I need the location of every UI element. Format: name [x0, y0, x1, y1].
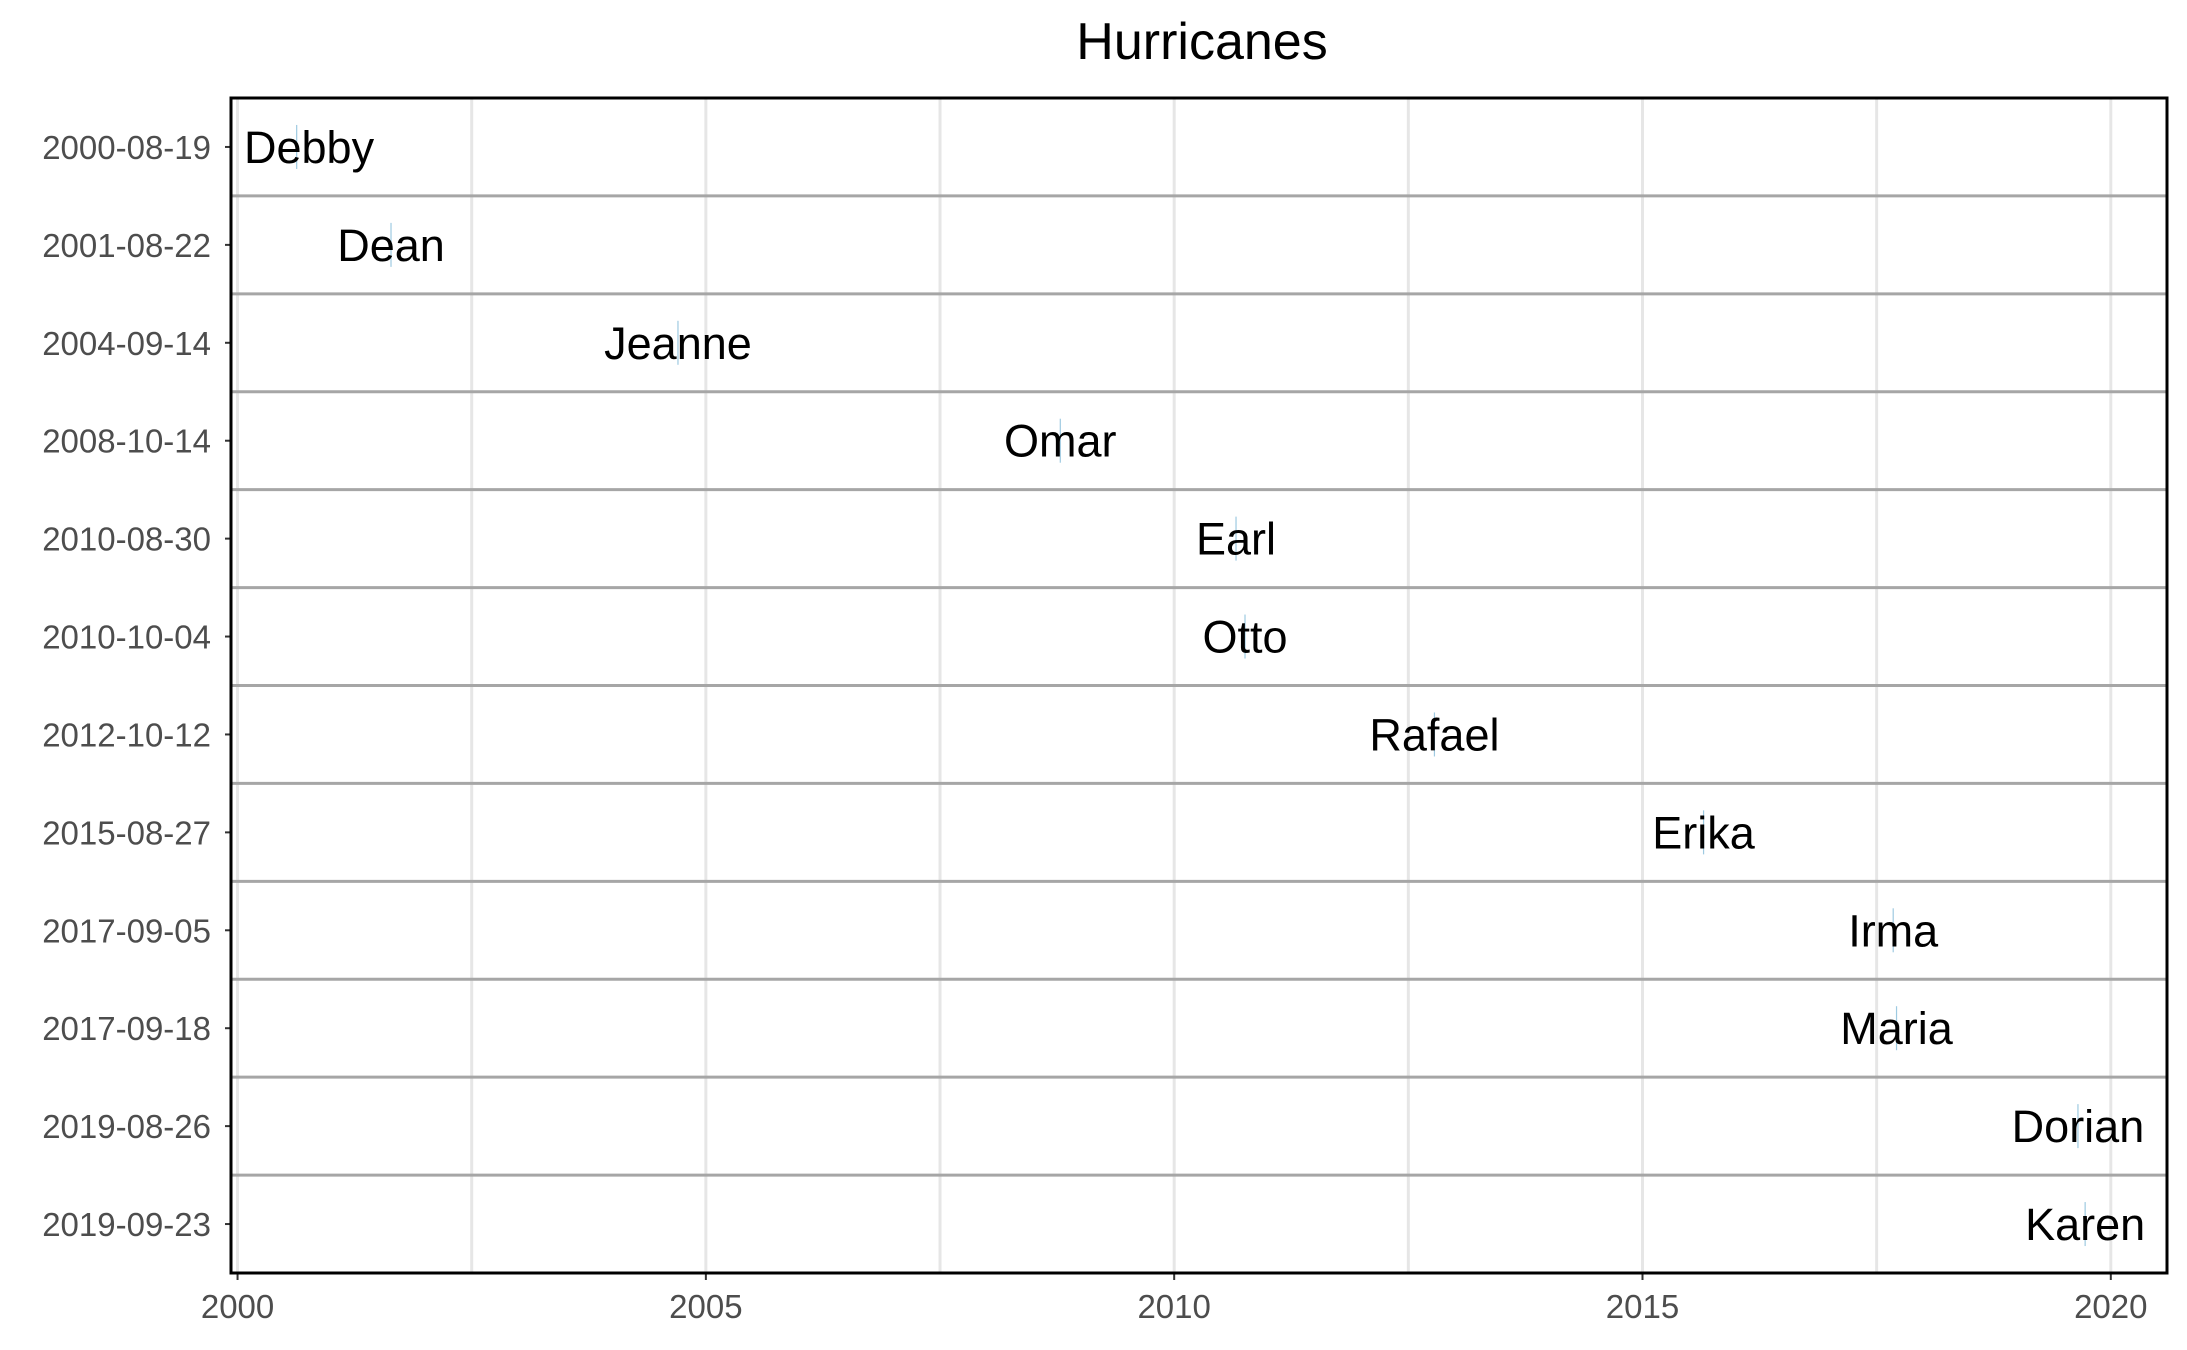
y-tick-label: 2010-10-04 — [42, 619, 211, 656]
y-tick-label: 2019-08-26 — [42, 1108, 211, 1145]
y-tick-label: 2000-08-19 — [42, 129, 211, 166]
event-label: Earl — [1196, 514, 1276, 565]
y-tick-label: 2004-09-14 — [42, 325, 211, 362]
plot-panel-border — [229, 96, 2169, 1275]
event-label: Dean — [337, 220, 445, 271]
y-tick-label: 2015-08-27 — [42, 814, 211, 851]
y-tick-label: 2010-08-30 — [42, 521, 211, 558]
event-label: Rafael — [1369, 709, 1499, 760]
event-label: Irma — [1848, 905, 1939, 956]
x-tick-label: 2005 — [669, 1288, 742, 1325]
event-labels: Debby Dean Jeanne Omar Earl Otto Rafael Erika Ir… — [244, 122, 2145, 1250]
x-tick-label: 2010 — [1137, 1288, 1210, 1325]
chart-title: Hurricanes — [1076, 13, 1327, 71]
x-tick-label: 2015 — [1606, 1288, 1679, 1325]
y-tick-label: 2017-09-05 — [42, 912, 211, 949]
y-tick-label: 2017-09-18 — [42, 1010, 211, 1047]
event-label: Omar — [1004, 416, 1117, 467]
y-axis-ticks: 2000-08-19 2001-08-22 2004-09-14 2008-10-14… — [42, 129, 231, 1243]
x-tick-label: 2000 — [201, 1288, 274, 1325]
event-label: Dorian — [2012, 1101, 2145, 1152]
x-axis-ticks: 2000 2005 2010 2015 2020 — [201, 1273, 2148, 1325]
row-separators — [231, 194, 2167, 1177]
event-label: Otto — [1202, 612, 1287, 663]
y-tick-label: 2019-09-23 — [42, 1206, 211, 1243]
event-label: Jeanne — [604, 318, 752, 369]
y-tick-label: 2008-10-14 — [42, 423, 211, 460]
y-tick-label: 2001-08-22 — [42, 227, 211, 264]
event-marks — [296, 124, 2086, 1247]
event-label: Erika — [1652, 807, 1755, 858]
x-tick-label: 2020 — [2074, 1288, 2147, 1325]
event-label: Karen — [2025, 1199, 2145, 1250]
event-label: Debby — [244, 122, 375, 173]
y-tick-label: 2012-10-12 — [42, 716, 211, 753]
event-label: Maria — [1840, 1003, 1953, 1054]
